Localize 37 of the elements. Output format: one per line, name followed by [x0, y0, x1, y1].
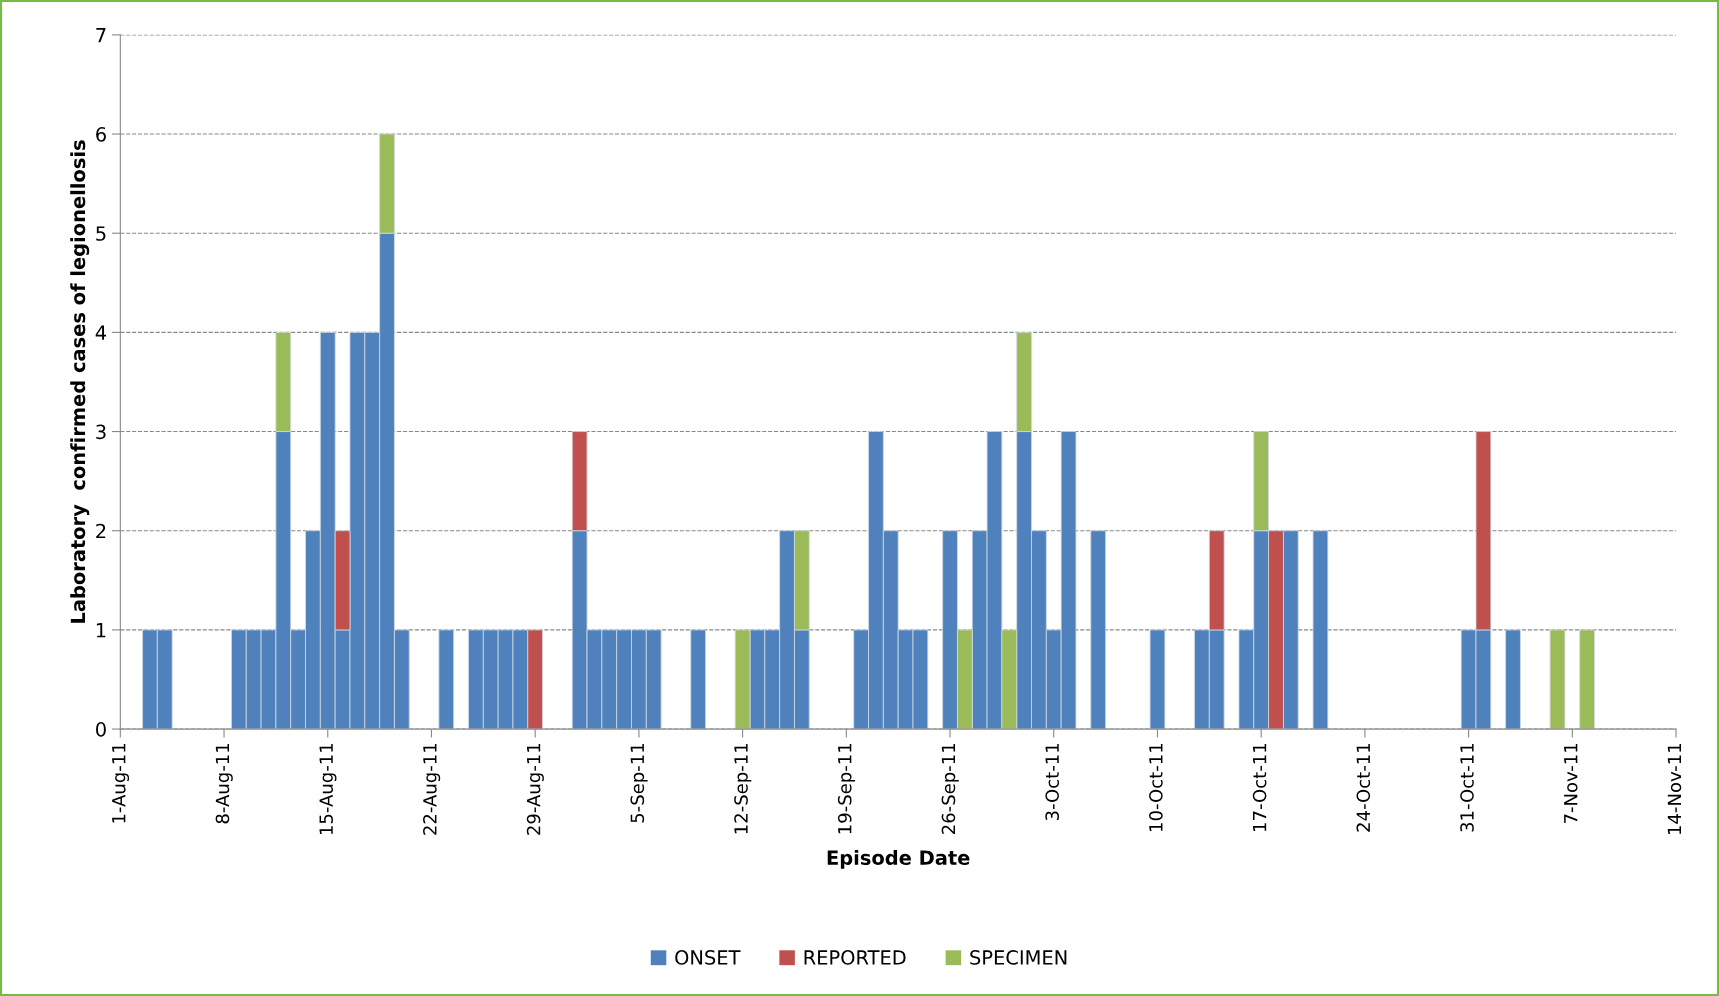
y-axis-title: Laboratory confirmed cases of legionellosis [70, 140, 90, 623]
bar [1549, 629, 1566, 730]
x-tick-label: 15-Aug-11 [319, 743, 337, 835]
bar [1579, 629, 1595, 730]
bar [438, 629, 455, 730]
x-tick-label: 12-Sep-11 [734, 743, 752, 834]
y-tick-label: 5 [96, 226, 106, 241]
x-tick-label: 17-Oct-11 [1252, 743, 1267, 831]
bar [1149, 629, 1166, 730]
x-tick-label: 22-Aug-11 [423, 743, 441, 835]
x-axis-title: Episode Date [827, 849, 970, 869]
bar [1312, 530, 1329, 730]
x-tick-label: 1-Aug-11 [112, 743, 130, 823]
bar [1505, 629, 1521, 730]
x-tick-label: 19-Sep-11 [837, 743, 856, 834]
bar [690, 629, 706, 730]
x-tick-label: 5-Sep-11 [630, 743, 648, 823]
x-tick-label: 8-Aug-11 [215, 743, 233, 824]
y-tick-label: 3 [96, 424, 106, 440]
legend-label: REPORTED [804, 950, 906, 965]
legend-label: SPECIMEN [970, 950, 1067, 965]
y-tick-label: 0 [96, 722, 106, 737]
x-tick-label: 3-Oct-11 [1045, 743, 1059, 821]
x-tick-label: 29-Aug-11 [526, 743, 544, 835]
y-tick-label: 7 [96, 28, 106, 43]
x-tick-label: 10-Oct-11 [1149, 743, 1163, 831]
x-tick-label: 7-Nov-11 [1564, 743, 1578, 824]
y-tick-label: 2 [96, 523, 106, 539]
y-tick-label: 1 [96, 623, 106, 638]
y-tick-label: 4 [95, 325, 107, 340]
x-tick-label: 24-Oct-11 [1356, 743, 1371, 832]
legend-label: ONSET [675, 950, 741, 965]
x-tick-label: 14-Nov-11 [1667, 743, 1682, 835]
y-tick-label: 6 [96, 126, 106, 142]
x-tick-label: 26-Sep-11 [941, 743, 959, 834]
x-tick-label: 31-Oct-11 [1460, 743, 1474, 832]
bar [1090, 530, 1107, 730]
